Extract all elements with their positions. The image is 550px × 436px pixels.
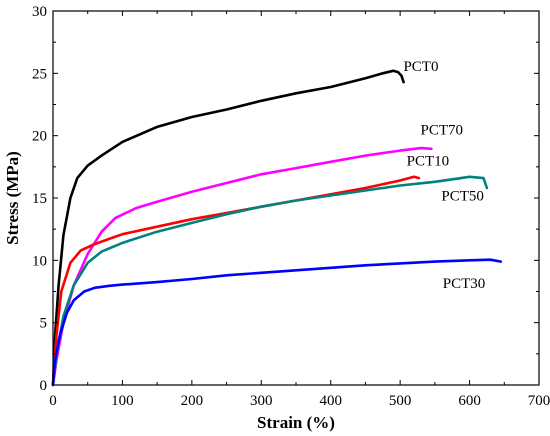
x-tick-label: 300 bbox=[250, 393, 273, 409]
x-tick-label: 200 bbox=[181, 393, 204, 409]
x-tick-label: 700 bbox=[528, 393, 550, 409]
series-label-pct50: PCT50 bbox=[441, 188, 484, 204]
series-line-pct10 bbox=[51, 175, 421, 387]
x-tick-label: 0 bbox=[49, 393, 57, 409]
y-tick-label: 20 bbox=[32, 129, 47, 145]
axes: 0 100 200 300 400 500 600 700 0 5 10 15 20 25 30 Strain… bbox=[3, 4, 550, 432]
series-line-pct30 bbox=[51, 258, 503, 387]
y-tick-label: 10 bbox=[32, 253, 47, 269]
x-tick-label: 500 bbox=[389, 393, 412, 409]
series-label-pct0: PCT0 bbox=[403, 59, 438, 75]
y-tick-label: 25 bbox=[32, 66, 47, 82]
series-line-pct50 bbox=[51, 175, 489, 387]
x-tick-label: 400 bbox=[319, 393, 342, 409]
y-tick-label: 15 bbox=[32, 191, 47, 207]
x-axis-title: Strain (%) bbox=[257, 413, 335, 432]
series-label-pct10: PCT10 bbox=[407, 154, 450, 170]
y-tick-label: 30 bbox=[32, 4, 47, 20]
series-line-pct70 bbox=[51, 146, 433, 387]
y-tick-label: 5 bbox=[40, 316, 48, 332]
y-axis-title: Stress (MPa) bbox=[3, 151, 22, 245]
plot-area bbox=[51, 69, 503, 387]
x-tick-label: 600 bbox=[458, 393, 481, 409]
series-label-pct70: PCT70 bbox=[421, 122, 464, 138]
series-labels: PCT0 PCT70 PCT10 PCT50 PCT30 bbox=[403, 59, 485, 292]
series-line-pct0 bbox=[51, 69, 405, 387]
x-tick-label: 100 bbox=[111, 393, 134, 409]
y-tick-label: 0 bbox=[40, 378, 48, 394]
series-label-pct30: PCT30 bbox=[443, 276, 486, 292]
